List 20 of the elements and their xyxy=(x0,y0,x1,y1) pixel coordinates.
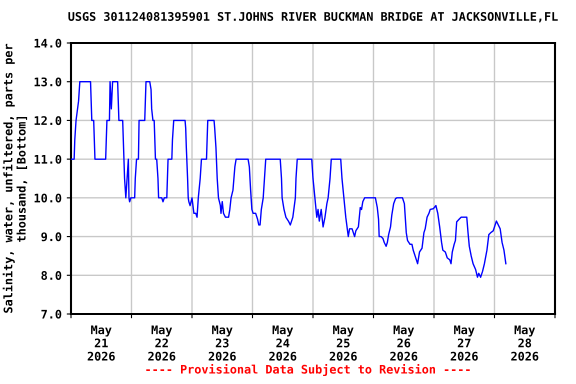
x-tick-label: May 27 2026 xyxy=(450,325,478,361)
x-tick-label: May 21 2026 xyxy=(88,325,115,361)
y-tick-label: 14.0 xyxy=(34,38,62,48)
x-tick-label: May 26 2026 xyxy=(390,325,418,361)
line-series xyxy=(71,81,507,278)
y-tick-label: 9.0 xyxy=(41,232,62,242)
y-tick-label: 10.0 xyxy=(34,194,62,203)
y-tick-label: 12.0 xyxy=(34,116,62,126)
x-tick-label: May 24 2026 xyxy=(269,325,296,361)
y-tick-label: 11.0 xyxy=(34,154,62,164)
x-tick-label: May 22 2026 xyxy=(148,325,176,361)
text: ---- Provisional Data Subject to Revision ---- xyxy=(146,364,470,376)
x-tick-label: May 25 2026 xyxy=(330,325,357,361)
chart-title: USGS 301124081395901 ST.JOHNS RIVER BUCKMAN BRIDGE AT JACKSONVILLE,FL xyxy=(68,12,558,22)
y-tick-label: 8.0 xyxy=(41,271,62,280)
y-tick-label: 7.0 xyxy=(41,310,62,319)
x-tick-label: May 28 2026 xyxy=(511,325,538,361)
x-tick-label: May 23 2026 xyxy=(208,325,236,361)
y-tick-label: 13.0 xyxy=(34,77,62,86)
y-axis-title: Salinity, water, unfiltered, parts per thousand, [Bottom] xyxy=(2,44,28,313)
